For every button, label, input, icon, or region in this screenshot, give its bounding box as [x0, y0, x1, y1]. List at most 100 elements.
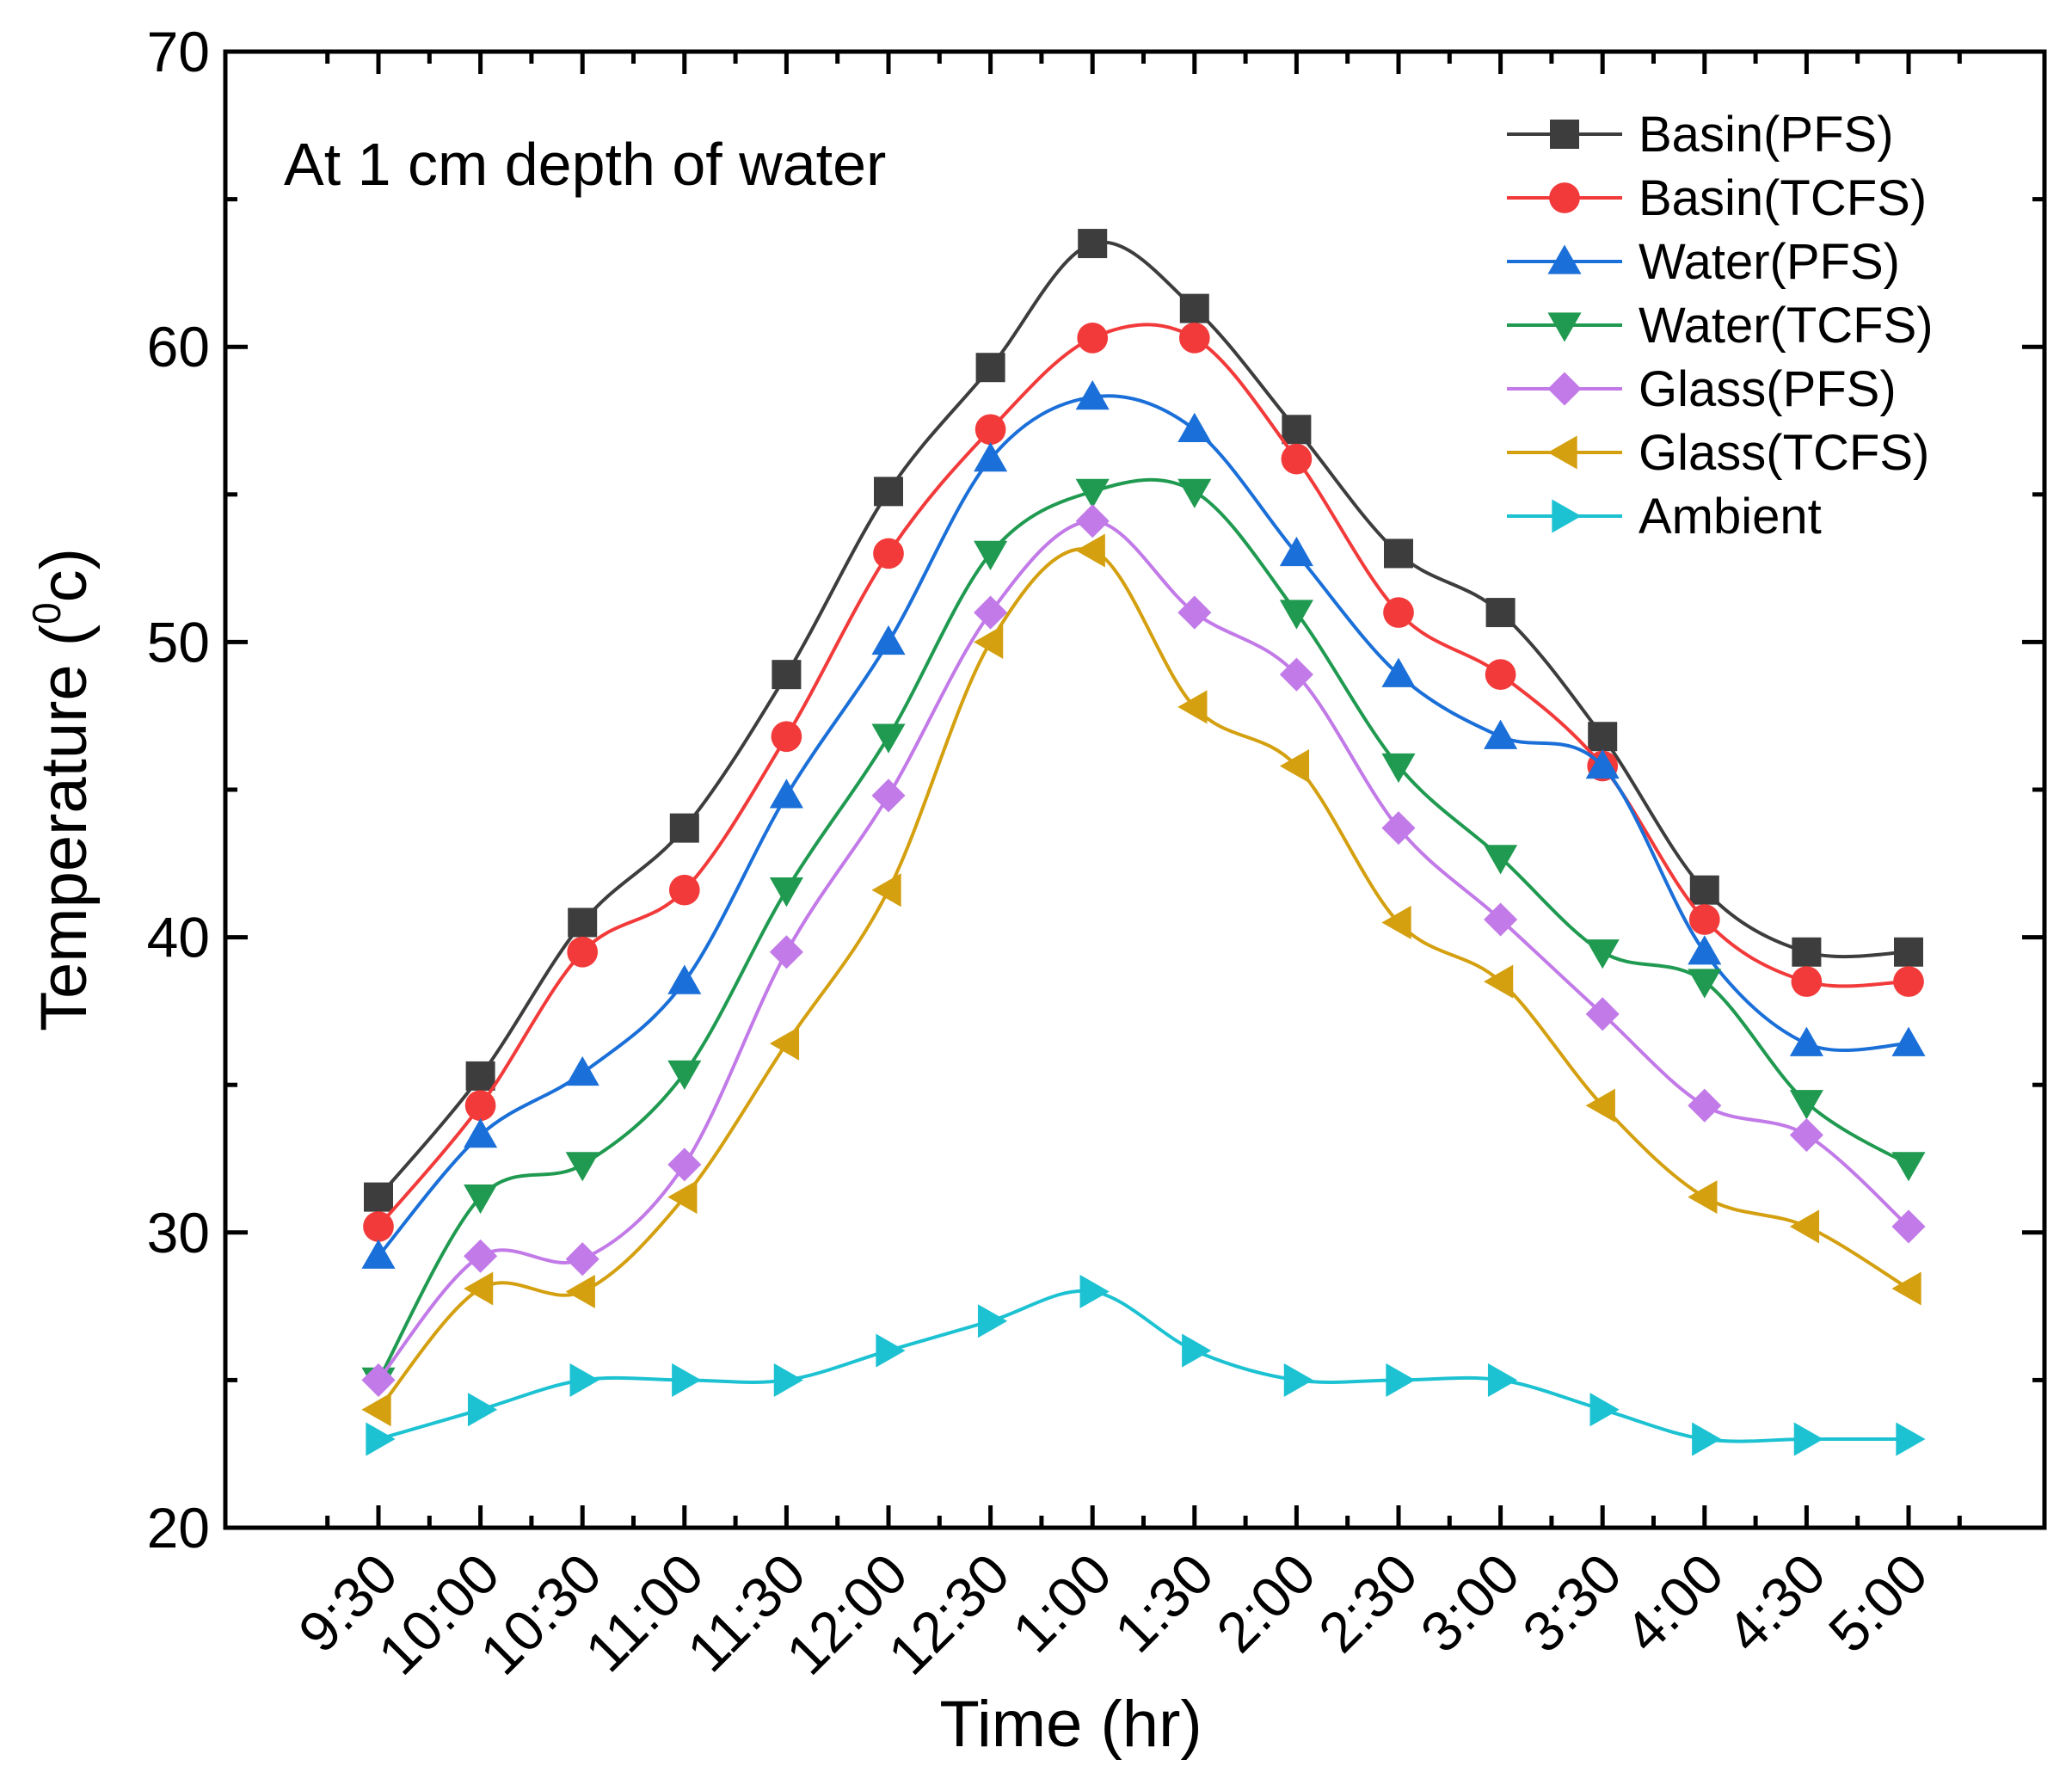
- y-tick-label-20: 20: [147, 1496, 210, 1560]
- data-point-Basin(TCFS)-1:00: [1077, 323, 1109, 354]
- data-point-Water(TCFS)-4:00: [1688, 969, 1722, 999]
- data-point-Glass(TCFS)-9:30: [361, 1393, 391, 1427]
- series-line-Water(TCFS): [377, 477, 1910, 1381]
- data-point-Ambient-4:00: [1692, 1422, 1722, 1456]
- data-point-Glass(PFS)-1:00: [1075, 504, 1110, 538]
- x-axis-title: Time (hr): [939, 1688, 1202, 1761]
- data-point-Glass(PFS)-12:00: [871, 778, 906, 813]
- data-point-Glass(TCFS)-4:30: [1789, 1209, 1820, 1244]
- data-point-Glass(PFS)-11:00: [667, 1147, 702, 1182]
- data-point-Water(PFS)-4:00: [1688, 935, 1722, 965]
- data-point-Water(TCFS)-12:00: [871, 723, 906, 754]
- data-point-Water(TCFS)-2:00: [1279, 600, 1313, 630]
- data-point-Glass(TCFS)-4:00: [1688, 1180, 1718, 1215]
- data-point-Basin(PFS)-10:00: [465, 1061, 495, 1091]
- legend-item-Glass(TCFS): Glass(TCFS): [1507, 425, 1929, 481]
- data-point-Glass(TCFS)-5:00: [1891, 1271, 1921, 1306]
- data-point-Water(TCFS)-1:30: [1177, 478, 1212, 508]
- data-point-Glass(PFS)-9:30: [361, 1363, 396, 1397]
- data-point-Basin(TCFS)-2:30: [1383, 597, 1414, 628]
- data-point-Water(PFS)-1:00: [1075, 379, 1110, 410]
- data-point-Ambient-12:00: [876, 1333, 906, 1368]
- x-tick-label-10:30: 10:30: [468, 1541, 613, 1687]
- series-Glass(PFS): [361, 504, 1926, 1397]
- data-point-Water(TCFS)-4:30: [1789, 1090, 1823, 1120]
- legend-label: Water(PFS): [1639, 234, 1900, 290]
- data-point-Basin(PFS)-11:00: [669, 813, 699, 843]
- y-axis-title-unit: c): [28, 548, 101, 602]
- data-point-Water(PFS)-12:00: [871, 625, 906, 655]
- data-point-Water(PFS)-11:30: [769, 778, 803, 809]
- x-tick-label-5:00: 5:00: [1817, 1541, 1940, 1664]
- data-point-Ambient-2:00: [1283, 1363, 1313, 1397]
- data-point-Glass(PFS)-1:30: [1177, 595, 1212, 630]
- data-point-Water(TCFS)-3:00: [1484, 845, 1518, 875]
- y-axis-title-main: Temperature (: [28, 625, 101, 1031]
- legend-label: Basin(TCFS): [1639, 170, 1927, 226]
- data-point-Water(TCFS)-10:00: [464, 1184, 498, 1215]
- data-point-Water(TCFS)-10:30: [565, 1152, 599, 1182]
- chart-annotation: At 1 cm depth of water: [284, 131, 886, 198]
- data-point-Basin(PFS)-4:30: [1792, 937, 1822, 967]
- x-tick-label-4:00: 4:00: [1613, 1541, 1736, 1664]
- data-point-Ambient-11:30: [773, 1363, 803, 1397]
- data-point-Water(PFS)-4:30: [1789, 1026, 1823, 1056]
- x-tick-label-12:30: 12:30: [876, 1541, 1021, 1687]
- data-point-Water(TCFS)-11:30: [769, 877, 803, 908]
- data-point-Basin(TCFS)-5:00: [1893, 966, 1924, 997]
- data-point-Water(TCFS)-11:00: [667, 1060, 702, 1091]
- data-point-Water(TCFS)-2:30: [1381, 753, 1416, 784]
- data-point-Glass(TCFS)-12:00: [871, 873, 901, 908]
- data-point-Basin(TCFS)-12:00: [873, 538, 904, 569]
- series-line-Water(PFS): [377, 394, 1909, 1258]
- data-point-Basin(TCFS)-12:30: [975, 414, 1006, 446]
- data-point-Glass(PFS)-3:30: [1585, 997, 1620, 1031]
- data-point-Water(PFS)-12:30: [974, 442, 1008, 472]
- x-tick-label-2:30: 2:30: [1307, 1541, 1429, 1664]
- data-point-Basin(PFS)-2:00: [1282, 415, 1312, 445]
- data-point-Ambient-11:00: [672, 1363, 702, 1397]
- data-point-Water(TCFS)-12:30: [974, 540, 1008, 570]
- data-point-Water(PFS)-3:00: [1484, 719, 1518, 749]
- legend-marker-diamond: [1547, 372, 1582, 406]
- x-tick-label-2:00: 2:00: [1204, 1541, 1327, 1664]
- x-tick-label-1:30: 1:30: [1103, 1541, 1226, 1664]
- data-point-Glass(PFS)-3:00: [1484, 902, 1518, 937]
- data-point-Basin(PFS)-3:00: [1485, 598, 1516, 628]
- data-point-Water(PFS)-9:30: [361, 1239, 396, 1269]
- data-point-Ambient-4:30: [1793, 1422, 1823, 1456]
- data-point-Ambient-3:30: [1589, 1393, 1620, 1427]
- data-point-Basin(PFS)-5:00: [1894, 937, 1923, 967]
- legend-item-Glass(PFS): Glass(PFS): [1507, 361, 1897, 417]
- data-point-Basin(TCFS)-4:30: [1791, 966, 1823, 997]
- data-point-Ambient-3:00: [1487, 1363, 1518, 1397]
- data-point-Glass(PFS)-5:00: [1891, 1209, 1926, 1244]
- data-point-Basin(PFS)-11:30: [772, 660, 802, 690]
- legend-item-Basin(TCFS): Basin(TCFS): [1507, 170, 1927, 226]
- data-point-Water(PFS)-10:30: [565, 1055, 599, 1086]
- series-line-Ambient: [378, 1289, 1909, 1443]
- x-tick-label-3:00: 3:00: [1408, 1541, 1531, 1664]
- data-point-Basin(PFS)-9:30: [364, 1182, 393, 1212]
- data-point-Glass(TCFS)-1:00: [1075, 533, 1105, 568]
- legend-marker-circle: [1549, 182, 1580, 213]
- data-point-Basin(PFS)-12:30: [975, 353, 1005, 383]
- data-point-Water(PFS)-2:00: [1279, 536, 1313, 567]
- x-tick-label-10:00: 10:00: [366, 1541, 511, 1687]
- data-point-Ambient-5:00: [1896, 1422, 1926, 1456]
- data-point-Basin(PFS)-10:30: [568, 908, 598, 938]
- data-point-Basin(TCFS)-1:30: [1178, 323, 1210, 354]
- data-point-Water(TCFS)-5:00: [1891, 1152, 1926, 1182]
- data-point-Ambient-9:30: [366, 1422, 396, 1456]
- data-point-Basin(TCFS)-4:00: [1688, 904, 1720, 935]
- legend-label: Basin(PFS): [1639, 107, 1894, 163]
- data-point-Glass(PFS)-2:30: [1381, 811, 1416, 846]
- data-point-Ambient-1:30: [1182, 1333, 1212, 1368]
- data-point-Basin(TCFS)-11:30: [771, 721, 802, 753]
- data-point-Glass(TCFS)-12:30: [974, 625, 1004, 659]
- legend-item-Water(PFS): Water(PFS): [1507, 234, 1900, 290]
- data-point-Glass(PFS)-11:30: [769, 935, 803, 969]
- data-point-Glass(TCFS)-11:30: [769, 1026, 800, 1061]
- data-point-Water(PFS)-1:30: [1177, 412, 1212, 442]
